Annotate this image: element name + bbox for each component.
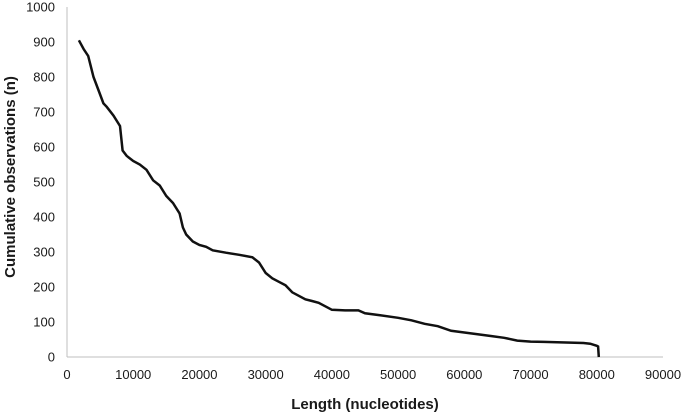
- x-axis-title: Length (nucleotides): [291, 396, 439, 413]
- y-tick-label: 700: [33, 105, 55, 120]
- y-axis-title: Cumulative observations (n): [2, 76, 19, 278]
- y-tick-label: 400: [33, 210, 55, 225]
- x-tick-label: 60000: [446, 367, 482, 382]
- series-line: [77, 39, 601, 358]
- y-tick-label: 100: [33, 315, 55, 330]
- x-tick-label: 10000: [115, 367, 151, 382]
- x-tick-label: 20000: [181, 367, 217, 382]
- axes: [66, 7, 663, 358]
- x-tick-label: 30000: [248, 367, 284, 382]
- x-tick-label: 50000: [380, 367, 416, 382]
- y-tick-label: 200: [33, 280, 55, 295]
- y-tick-label: 900: [33, 35, 55, 50]
- y-tick-label: 300: [33, 245, 55, 260]
- x-tick-label: 90000: [645, 367, 681, 382]
- x-tick-label: 80000: [579, 367, 615, 382]
- x-tick-label: 40000: [314, 367, 350, 382]
- x-tick-label: 0: [63, 367, 70, 382]
- y-tick-label: 0: [48, 350, 55, 365]
- y-tick-label: 800: [33, 70, 55, 85]
- y-tick-label: 500: [33, 175, 55, 190]
- x-tick-label: 70000: [512, 367, 548, 382]
- y-tick-label: 1000: [26, 0, 55, 15]
- y-tick-label: 600: [33, 140, 55, 155]
